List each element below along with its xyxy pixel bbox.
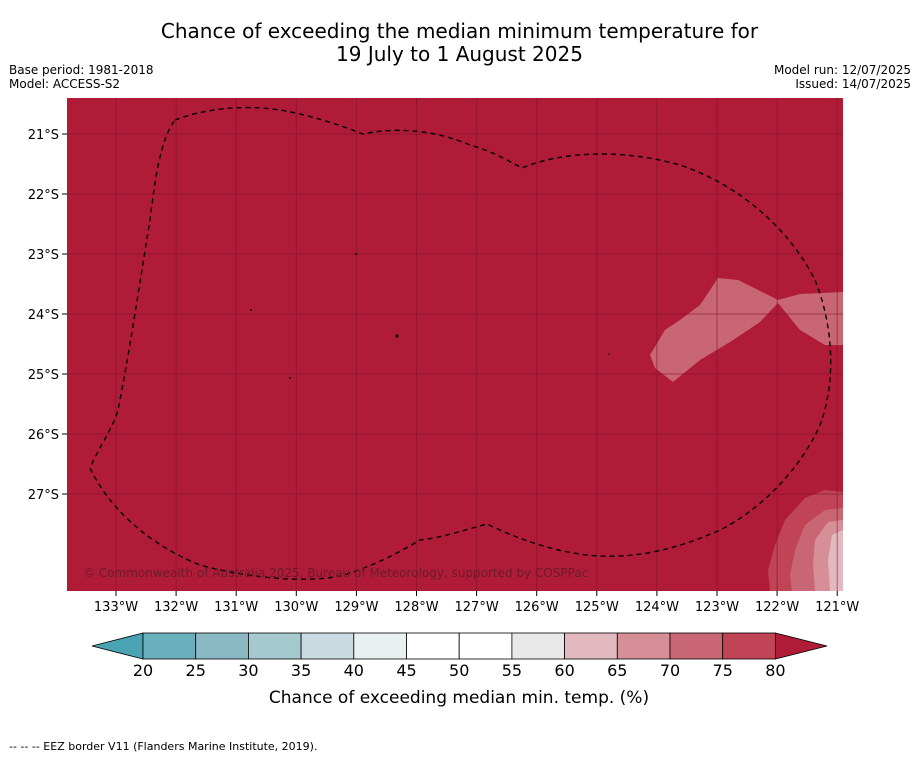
chart-title-line-2: 19 July to 1 August 2025 [336, 42, 583, 66]
longitude-label: 132°W [154, 600, 198, 615]
model-run-text: Model run: 12/07/2025 [773, 63, 911, 77]
latitude-label: 21°S [28, 128, 59, 143]
longitude-labels: 133°W 132°W 131°W 130°W 129°W 128°W 127°W 126°W… [94, 591, 859, 615]
longitude-label: 124°W [635, 600, 679, 615]
colorbar-segment [722, 632, 776, 660]
island-dot [395, 334, 399, 338]
colorbar-segment [406, 632, 460, 660]
island-dot [250, 309, 252, 311]
colorbar-label: Chance of exceeding median min. temp. (%… [269, 688, 649, 708]
colorbar-extend-low [91, 632, 144, 660]
longitude-label: 130°W [274, 600, 318, 615]
longitude-label: 127°W [455, 600, 499, 615]
colorbar-segment [669, 632, 724, 660]
latitude-label: 27°S [28, 488, 59, 503]
longitude-label: 121°W [815, 600, 859, 615]
island-markers [250, 253, 610, 379]
model-text: Model: ACCESS-S2 [9, 77, 121, 91]
meta-right: Model run: 12/07/2025 Issued: 14/07/2025 [774, 63, 911, 91]
colorbar-extend-high [775, 632, 828, 660]
colorbar-tick-label: 70 [660, 661, 680, 680]
copyright-text: © Commonwealth of Australia 2025, Bureau… [83, 566, 588, 580]
colorbar-segment [142, 632, 197, 660]
latitude-label: 26°S [28, 428, 59, 443]
colorbar-tick-label: 60 [554, 661, 574, 680]
latitude-label: 23°S [28, 248, 59, 263]
latitude-label: 22°S [28, 188, 59, 203]
colorbar-segment [511, 632, 565, 660]
eez-boundary [89, 106, 832, 580]
colorbar-segment [353, 632, 407, 660]
colorbar-tick-label: 40 [344, 661, 364, 680]
longitude-label: 123°W [695, 600, 739, 615]
latitude-label: 25°S [28, 368, 59, 383]
anomaly-region-70 [650, 278, 843, 382]
meta-left: Base period: 1981-2018 Model: ACCESS-S2 [9, 63, 154, 91]
island-dot [355, 253, 357, 255]
island-dot [289, 377, 291, 379]
longitude-label: 125°W [575, 600, 619, 615]
colorbar-tick-label: 20 [133, 661, 153, 680]
colorbar-tick-label: 30 [238, 661, 258, 680]
colorbar-segment [564, 632, 618, 660]
gridlines [67, 98, 843, 591]
anomaly-region-bottom-60 [828, 530, 843, 591]
eez-footnote: -- -- -- EEZ border V11 (Flanders Marine… [9, 740, 318, 753]
colorbar: 20 25 30 35 40 45 50 55 60 65 70 75 80 [91, 632, 828, 680]
longitude-label: 126°W [515, 600, 559, 615]
island-dot [608, 353, 610, 355]
colorbar-tick-label: 25 [186, 661, 206, 680]
colorbar-tick-label: 55 [502, 661, 522, 680]
colorbar-segment [616, 632, 671, 660]
colorbar-tick-label: 50 [449, 661, 469, 680]
colorbar-tick-label: 45 [396, 661, 416, 680]
chart-title-line-1: Chance of exceeding the median minimum t… [160, 19, 759, 43]
colorbar-segment [300, 632, 355, 660]
map-background [67, 98, 843, 591]
base-period-text: Base period: 1981-2018 [9, 63, 154, 77]
longitude-label: 129°W [334, 600, 378, 615]
colorbar-segment [247, 632, 302, 660]
colorbar-segment [195, 632, 249, 660]
colorbar-tick-label: 75 [713, 661, 733, 680]
longitude-label: 131°W [214, 600, 258, 615]
issued-text: Issued: 14/07/2025 [795, 77, 911, 91]
longitude-label: 122°W [755, 600, 799, 615]
colorbar-tick-label: 80 [765, 661, 785, 680]
colorbar-tick-label: 65 [607, 661, 627, 680]
longitude-label: 133°W [94, 600, 138, 615]
colorbar-segment [458, 632, 513, 660]
latitude-labels: 21°S 22°S 23°S 24°S 25°S 26°S 27°S [28, 128, 67, 503]
longitude-label: 128°W [394, 600, 438, 615]
latitude-label: 24°S [28, 308, 59, 323]
colorbar-tick-label: 35 [291, 661, 311, 680]
